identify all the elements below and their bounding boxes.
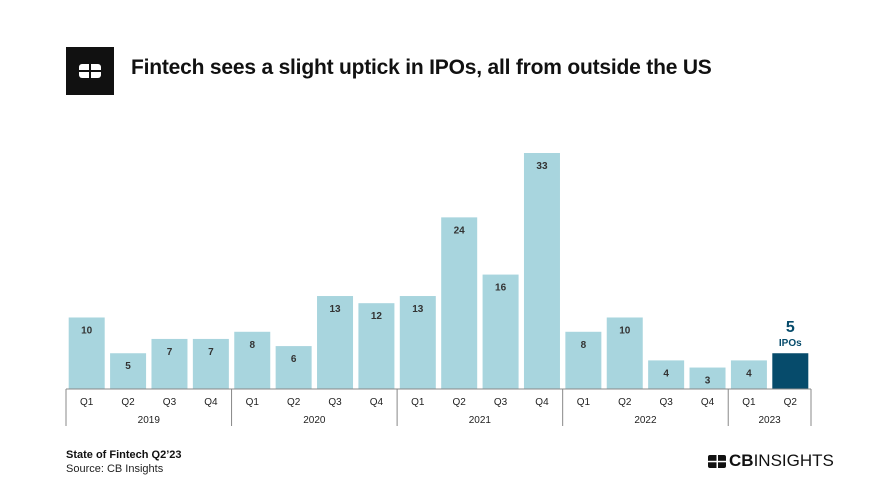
year-label: 2023 — [758, 415, 781, 426]
x-tick-label: Q4 — [535, 397, 549, 408]
x-tick-label: Q4 — [701, 397, 715, 408]
data-label: 13 — [329, 304, 341, 315]
x-tick-label: Q1 — [80, 397, 94, 408]
x-tick-label: Q1 — [411, 397, 425, 408]
bar — [399, 296, 436, 389]
x-tick-label: Q3 — [659, 397, 673, 408]
bar — [151, 338, 188, 389]
year-label: 2019 — [138, 415, 161, 426]
bar — [234, 331, 271, 389]
bar — [482, 274, 519, 389]
bar — [358, 303, 395, 389]
chart-title: Fintech sees a slight uptick in IPOs, al… — [131, 56, 712, 79]
brand-bold: CB — [729, 451, 754, 470]
x-tick-label: Q1 — [742, 397, 756, 408]
x-tick-label: Q4 — [204, 397, 218, 408]
x-tick-label: Q4 — [370, 397, 384, 408]
bar — [275, 346, 312, 389]
bar — [192, 338, 229, 389]
data-label: 12 — [371, 311, 383, 322]
bar — [523, 153, 560, 389]
data-label: 8 — [249, 340, 255, 351]
bar — [317, 296, 354, 389]
data-label: 10 — [619, 325, 631, 336]
x-tick-label: Q1 — [246, 397, 260, 408]
data-label: 24 — [454, 225, 466, 236]
x-tick-label: Q3 — [163, 397, 177, 408]
data-label: 6 — [291, 354, 297, 365]
source-note: Source: CB Insights — [66, 463, 164, 475]
year-label: 2021 — [469, 415, 492, 426]
bar — [565, 331, 602, 389]
highlight-value-label: 5 — [786, 319, 795, 336]
data-label: 33 — [536, 161, 548, 172]
brand-light: INSIGHTS — [753, 451, 834, 470]
x-tick-label: Q2 — [453, 397, 467, 408]
x-tick-label: Q2 — [784, 397, 798, 408]
data-label: 13 — [412, 304, 424, 315]
data-label: 3 — [705, 376, 711, 387]
data-label: 10 — [81, 325, 93, 336]
cb-insights-logo-icon — [66, 47, 114, 95]
data-label: 4 — [746, 368, 752, 379]
x-tick-label: Q2 — [121, 397, 135, 408]
bar — [606, 317, 643, 389]
brand-mark-icon — [708, 454, 726, 468]
bar — [648, 360, 685, 389]
data-label: 7 — [208, 347, 214, 358]
brand-logo: CB INSIGHTS — [708, 451, 834, 471]
x-tick-label: Q1 — [577, 397, 591, 408]
highlight-unit-label: IPOs — [779, 338, 802, 349]
year-label: 2020 — [303, 415, 326, 426]
x-tick-label: Q2 — [618, 397, 632, 408]
bar — [110, 353, 147, 389]
bar — [730, 360, 767, 389]
bar — [441, 217, 478, 389]
bar — [68, 317, 105, 389]
x-tick-label: Q3 — [328, 397, 342, 408]
data-label: 7 — [167, 347, 173, 358]
report-name: State of Fintech Q2’23 — [66, 449, 182, 461]
data-label: 4 — [663, 368, 669, 379]
data-label: 5 — [125, 361, 131, 372]
bar — [772, 353, 809, 389]
year-label: 2022 — [634, 415, 657, 426]
data-label: 16 — [495, 283, 507, 294]
bar — [689, 367, 726, 389]
data-label: 8 — [581, 340, 587, 351]
x-tick-label: Q2 — [287, 397, 301, 408]
x-tick-label: Q3 — [494, 397, 508, 408]
